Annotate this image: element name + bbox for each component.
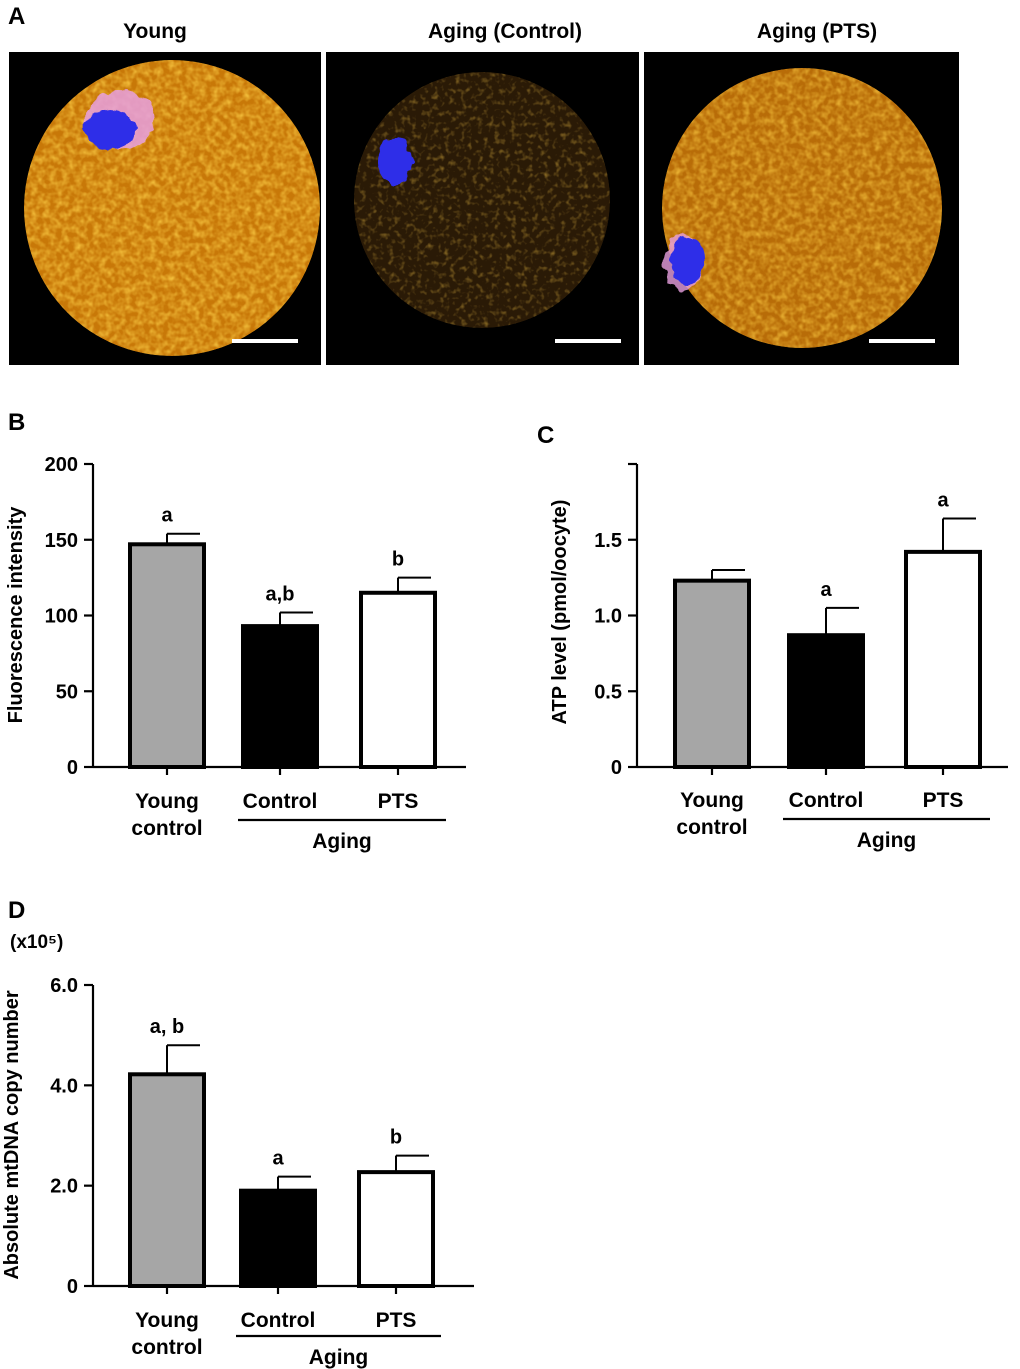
chart-d-mtdna: D (x10⁵) 0 2.0 4.0 6.0 Absolute mtDNA copy num…: [1, 897, 474, 1369]
y-tick-label: 1.5: [594, 530, 622, 552]
chart-b-fluorescence: B 0 50 100 150 200 Fluorescence intensity a Youn…: [5, 409, 466, 853]
significance-label: a: [937, 490, 949, 512]
micrograph-aging-control: [326, 52, 639, 365]
y-tick-label: 200: [45, 454, 78, 476]
bar: [673, 578, 751, 770]
spindle-dna-aging-pts: [664, 234, 705, 290]
bar: [128, 1072, 206, 1288]
category-label: PTS: [923, 789, 964, 812]
category-label: control: [131, 1336, 202, 1359]
panel-letter: D: [8, 897, 25, 924]
micrograph-aging-pts: [644, 52, 959, 365]
bar: [359, 590, 437, 770]
category-label: control: [676, 816, 747, 839]
y-tick-label: 0.5: [594, 681, 622, 703]
panel-a-letter: A: [8, 3, 25, 30]
bar: [787, 633, 865, 769]
significance-label: a,b: [266, 583, 295, 605]
panel-a-title-aging-control: Aging (Control): [428, 20, 582, 43]
y-axis-label: Fluorescence intensity: [5, 506, 27, 724]
spindle-dna-young: [84, 90, 154, 150]
scale-bar: [555, 339, 621, 343]
y-tick-label: 0: [67, 757, 78, 779]
y-tick-label: 100: [45, 606, 78, 628]
panel-letter: C: [537, 422, 554, 449]
scale-bar: [232, 339, 298, 343]
bar: [904, 549, 982, 769]
category-label: PTS: [378, 790, 419, 813]
significance-label: a: [820, 579, 832, 601]
bar: [128, 542, 206, 769]
panel-a-title-aging-pts: Aging (PTS): [757, 20, 877, 43]
y-axis-label: ATP level (pmol/oocyte): [549, 500, 571, 725]
y-tick-label: 1.0: [594, 606, 622, 628]
chart-c-atp: C 0 0.5 1.0 1.5 ATP level (pmol/oocyte) Young c…: [537, 422, 1008, 852]
panel-a-title-young: Young: [123, 20, 187, 43]
spindle-dna-aging-control: [378, 138, 412, 186]
panel-letter: B: [8, 409, 25, 436]
y-tick-label: 6.0: [50, 975, 78, 997]
category-label: Control: [789, 789, 864, 812]
category-label: Control: [243, 790, 318, 813]
group-label: Aging: [857, 829, 916, 852]
category-label: PTS: [376, 1309, 417, 1332]
category-label: Control: [241, 1309, 316, 1332]
y-tick-label: 2.0: [50, 1176, 78, 1198]
category-label: Young: [135, 1309, 199, 1332]
y-unit-label: (x10⁵): [10, 932, 63, 953]
y-tick-label: 0: [67, 1276, 78, 1298]
bar: [239, 1188, 317, 1289]
y-tick-label: 0: [611, 757, 622, 779]
bar: [357, 1170, 435, 1289]
group-label: Aging: [309, 1346, 368, 1369]
significance-label: a: [161, 505, 173, 527]
significance-label: b: [390, 1127, 402, 1149]
scale-bar: [869, 339, 935, 343]
significance-label: b: [392, 549, 404, 571]
category-label: control: [131, 817, 202, 840]
y-tick-label: 4.0: [50, 1075, 78, 1097]
micrograph-young: [9, 52, 321, 365]
y-axis-label: Absolute mtDNA copy number: [1, 990, 23, 1279]
category-label: Young: [680, 789, 744, 812]
y-tick-label: 50: [56, 681, 78, 703]
bar: [241, 624, 319, 769]
significance-label: a: [272, 1148, 284, 1170]
significance-label: a, b: [150, 1016, 184, 1038]
y-tick-label: 150: [45, 530, 78, 552]
category-label: Young: [135, 790, 199, 813]
group-label: Aging: [312, 830, 371, 853]
